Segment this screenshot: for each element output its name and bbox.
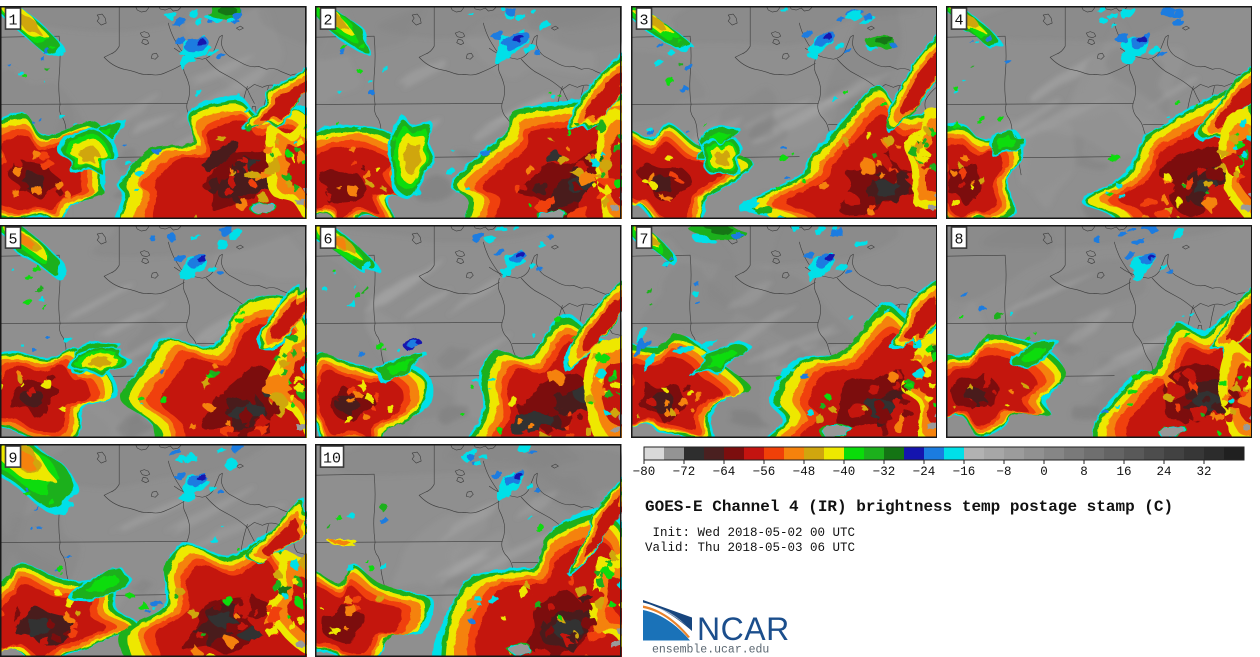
svg-text:−40: −40 <box>833 465 856 479</box>
svg-text:6: 6 <box>324 231 333 249</box>
svg-text:3: 3 <box>639 12 648 30</box>
svg-text:7: 7 <box>639 231 648 249</box>
svg-text:−16: −16 <box>953 465 976 479</box>
svg-text:ensemble.ucar.edu: ensemble.ucar.edu <box>652 644 769 657</box>
svg-text:−8: −8 <box>996 465 1011 479</box>
svg-text:5: 5 <box>9 231 18 249</box>
svg-text:24: 24 <box>1156 465 1171 479</box>
svg-text:−80: −80 <box>633 465 656 479</box>
svg-text:4: 4 <box>954 12 963 30</box>
svg-text:−72: −72 <box>673 465 696 479</box>
svg-text:NCAR: NCAR <box>697 611 790 647</box>
svg-text:32: 32 <box>1196 465 1211 479</box>
svg-text:9: 9 <box>9 450 18 468</box>
svg-text:16: 16 <box>1116 465 1131 479</box>
svg-text:−56: −56 <box>753 465 776 479</box>
svg-text:−48: −48 <box>793 465 816 479</box>
svg-text:0: 0 <box>1040 465 1048 479</box>
svg-text:10: 10 <box>323 450 341 468</box>
svg-text:1: 1 <box>9 12 18 30</box>
svg-text:8: 8 <box>1080 465 1088 479</box>
svg-text:−24: −24 <box>913 465 936 479</box>
svg-text:−32: −32 <box>873 465 896 479</box>
svg-text:8: 8 <box>954 231 963 249</box>
svg-text:2: 2 <box>324 12 333 30</box>
svg-text:−64: −64 <box>713 465 736 479</box>
